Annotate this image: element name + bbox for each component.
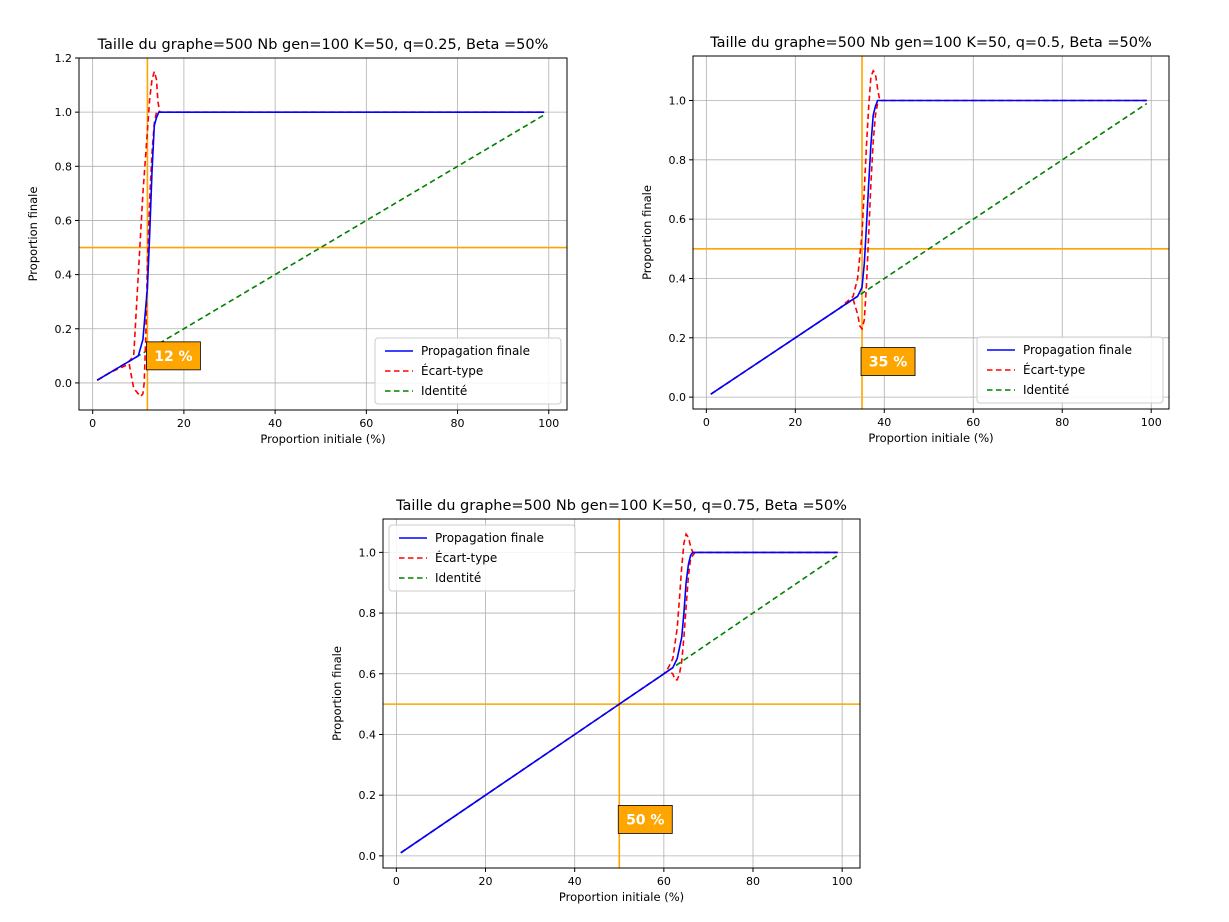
chart-1-xtick-label: 40: [877, 416, 891, 429]
chart-0-ytick-label: 1.2: [55, 52, 73, 65]
chart-1-ytick-label: 0.4: [669, 272, 687, 285]
chart-1-xtick-label: 60: [966, 416, 980, 429]
chart-0-ytick-label: 0.4: [55, 269, 73, 282]
chart-2-xtick-label: 100: [832, 875, 853, 888]
chart-2-ylabel: Proportion finale: [330, 646, 344, 741]
chart-0-legend-box: [374, 337, 562, 405]
chart-1-ytick-label: 1.0: [669, 94, 687, 107]
chart-0-axes-frame: [78, 57, 568, 411]
chart-1-series-propagation-finale: [710, 99, 1147, 395]
chart-1-ytick-label: 0.8: [669, 154, 687, 167]
chart-2-annotation-label: 50 %: [626, 812, 664, 828]
chart-2-legend-label: Écart-type: [435, 550, 497, 565]
chart-2-xtick-label: 0: [393, 875, 400, 888]
chart-0-xtick-label: 40: [268, 417, 282, 430]
chart-2-title: Taille du graphe=500 Nb gen=100 K=50, q=…: [395, 498, 847, 514]
chart-2-xtick-label: 20: [479, 875, 493, 888]
chart-2: 0 20 40 60 80 100 0.0 0.2 0.4 0.6 0.8 1.0 Taille du …: [330, 498, 861, 904]
chart-2-series-propagation-finale: [400, 551, 838, 854]
chart-1-legend-box: [976, 336, 1164, 404]
chart-2-series-ecart-type-lower: [663, 551, 696, 681]
chart-2-legend-label: Identité: [435, 571, 481, 585]
chart-0-legend-label: Écart-type: [421, 363, 483, 378]
chart-2-xlabel: Proportion initiale (%): [559, 890, 684, 904]
chart-2-legend: Propagation finale Écart-type Identité: [388, 524, 576, 592]
chart-2-axes-frame: [382, 518, 861, 869]
chart-0-ytick-label: 0.8: [55, 160, 73, 173]
chart-1: 0 20 40 60 80 100 0.0 0.2 0.4 0.6 0.8 1.0 Taille du …: [640, 35, 1170, 445]
chart-1-axes-frame: [692, 55, 1170, 410]
chart-1-ylabel: Proportion finale: [640, 185, 654, 280]
chart-0-xtick-label: 80: [451, 417, 465, 430]
chart-0-annotation-badge: [146, 341, 201, 371]
chart-2-ytick-label: 1.0: [359, 546, 377, 559]
chart-1-ytick-label: 0.6: [669, 213, 687, 226]
chart-1-ytick-label: 0.0: [669, 391, 687, 404]
chart-1-annotation-badge: [860, 347, 916, 376]
chart-1-series-identite: [710, 102, 1148, 395]
chart-0-xtick-label: 0: [89, 417, 96, 430]
chart-2-xtick-label: 80: [746, 875, 760, 888]
chart-0-ytick-label: 1.0: [55, 106, 73, 119]
chart-0-xlabel: Proportion initiale (%): [260, 432, 385, 446]
chart-1-xtick-label: 100: [1141, 416, 1162, 429]
chart-2-ytick-label: 0.0: [359, 850, 377, 863]
chart-0-xtick-label: 60: [359, 417, 373, 430]
chart-0-legend: Propagation finale Écart-type Identité: [374, 337, 562, 405]
chart-2-ytick-label: 0.2: [359, 789, 377, 802]
chart-0-legend-label: Propagation finale: [421, 344, 530, 358]
chart-1-legend-label: Propagation finale: [1023, 343, 1132, 357]
chart-0-series-ecart-type: [96, 68, 545, 381]
chart-2-annotation-badge: [617, 805, 673, 834]
chart-0-ytick-label: 0.2: [55, 323, 73, 336]
chart-0-xtick-label: 100: [538, 417, 559, 430]
chart-0: 0 20 40 60 80 100 0.0 0.2 0.4 0.6 0.8 1.0 1.2 Taille …: [26, 37, 568, 446]
chart-0-series-propagation-finale: [96, 111, 545, 381]
chart-1-legend: Propagation finale Écart-type Identité: [976, 336, 1164, 404]
chart-1-xtick-label: 80: [1055, 416, 1069, 429]
chart-0-legend-label: Identité: [421, 384, 467, 398]
chart-2-legend-box: [388, 524, 576, 592]
chart-1-xlabel: Proportion initiale (%): [868, 431, 993, 445]
chart-1-ytick-label: 0.2: [669, 332, 687, 345]
chart-0-annotation-label: 12 %: [154, 349, 192, 365]
chart-0-title: Taille du graphe=500 Nb gen=100 K=50, q=…: [97, 37, 549, 53]
chart-1-legend-label: Identité: [1023, 383, 1069, 397]
chart-1-legend-label: Écart-type: [1023, 362, 1085, 377]
chart-0-ytick-label: 0.6: [55, 214, 73, 227]
chart-0-ylabel: Proportion finale: [26, 187, 40, 282]
chart-1-xtick-label: 0: [703, 416, 710, 429]
chart-2-xtick-label: 40: [568, 875, 582, 888]
chart-2-xtick-label: 60: [657, 875, 671, 888]
chart-2-ytick-label: 0.4: [359, 728, 377, 741]
chart-1-series-ecart-type-lower: [852, 100, 881, 331]
chart-2-ytick-label: 0.6: [359, 668, 377, 681]
chart-0-ytick-label: 0.0: [55, 377, 73, 390]
chart-2-legend-label: Propagation finale: [435, 531, 544, 545]
chart-1-plot-area: [693, 56, 1169, 409]
chart-0-series-identite: [96, 114, 545, 381]
chart-1-xtick-label: 20: [788, 416, 802, 429]
chart-1-annotation-label: 35 %: [869, 355, 907, 371]
chart-0-xtick-label: 20: [177, 417, 191, 430]
chart-2-ytick-label: 0.8: [359, 607, 377, 620]
chart-1-title: Taille du graphe=500 Nb gen=100 K=50, q=…: [709, 35, 1152, 51]
